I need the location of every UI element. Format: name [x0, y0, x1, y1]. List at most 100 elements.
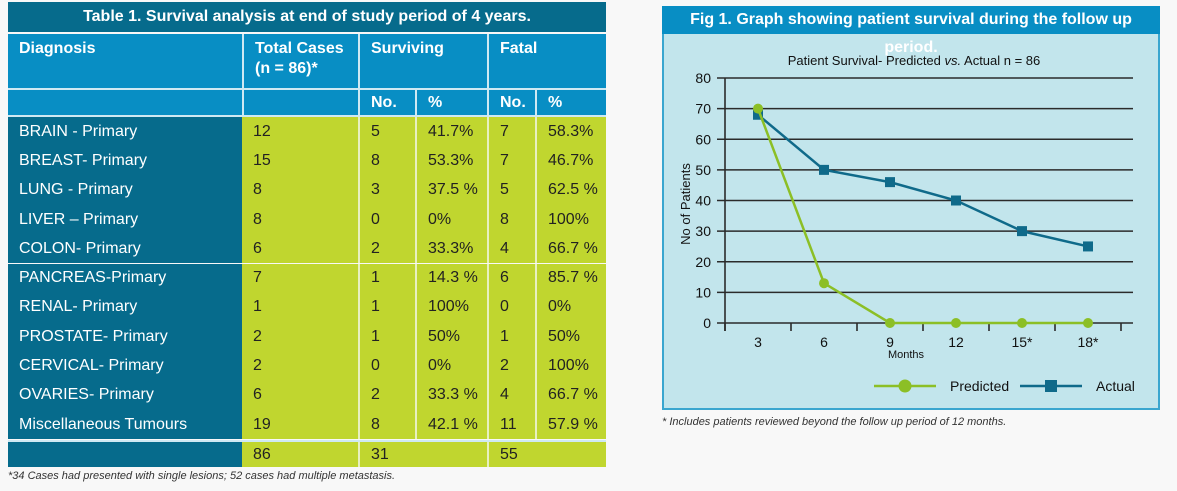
cell-diagnosis: COLON- Primary — [8, 234, 242, 264]
divider — [8, 88, 606, 90]
cell-surviving-no: 1 — [358, 322, 415, 352]
legend-label-predicted: Predicted — [950, 378, 1009, 394]
y-tick-label: 10 — [695, 284, 711, 300]
chart-title-suffix: Actual n = 86 — [961, 53, 1040, 68]
table-row: LIVER – Primary 8 0 0% 8 100% — [8, 204, 606, 235]
cell-surviving-no: 2 — [358, 380, 415, 410]
cell-fatal-pct: 57.9 % — [535, 410, 606, 440]
y-tick-label: 60 — [695, 131, 711, 147]
cell-fatal-pct: 100% — [535, 204, 606, 235]
data-point-actual — [951, 195, 961, 206]
cell-fatal-pct: 66.7 % — [535, 380, 606, 410]
data-point-predicted — [753, 103, 763, 114]
data-point-predicted — [885, 318, 895, 328]
figure-title: Fig 1. Graph showing patient survival du… — [662, 6, 1160, 56]
y-tick-label: 80 — [695, 70, 711, 86]
chart-title: Patient Survival- Predicted vs. Actual n… — [788, 53, 1041, 68]
cell-surviving-pct: 41.7% — [415, 117, 487, 147]
data-point-predicted — [1017, 318, 1027, 328]
cell-surviving-pct: 50% — [415, 322, 487, 352]
cell-surviving-no: 8 — [358, 410, 415, 440]
cell-surviving-pct: 42.1 % — [415, 410, 487, 440]
table-row: RENAL- Primary 1 1 100% 0 0% — [8, 292, 606, 323]
x-tick-label: 3 — [754, 334, 762, 350]
y-tick-label: 30 — [695, 223, 711, 239]
cell-surviving-pct: 53.3% — [415, 146, 487, 176]
table-totals-row: 86 31 55 — [8, 442, 606, 467]
cell-diagnosis: PANCREAS-Primary — [8, 263, 242, 293]
cell-total-cases: 2 — [242, 322, 358, 352]
cell-total-cases: 6 — [242, 380, 358, 410]
cell-fatal-pct: 0% — [535, 292, 606, 323]
cell-surviving-no: 0 — [358, 351, 415, 381]
table-row: CERVICAL- Primary 2 0 0% 2 100% — [8, 351, 606, 381]
cell-diagnosis: BRAIN - Primary — [8, 117, 242, 147]
legend-marker-actual — [1045, 380, 1057, 392]
data-point-actual — [819, 164, 829, 175]
data-point-actual — [1017, 226, 1027, 237]
x-tick-label: 12 — [948, 334, 964, 350]
subheader-empty — [8, 90, 242, 115]
header-surviving: Surviving — [358, 34, 487, 88]
subheader-fatal-no: No. — [487, 90, 535, 115]
table-row: LUNG - Primary 8 3 37.5 % 5 62.5 % — [8, 175, 606, 205]
cell-surviving-pct: 0% — [415, 351, 487, 381]
data-point-predicted — [951, 318, 961, 328]
legend-marker-predicted — [898, 379, 912, 393]
cell-total-cases: 12 — [242, 117, 358, 147]
totals-surviving: 31 — [358, 442, 487, 467]
cell-surviving-no: 3 — [358, 175, 415, 205]
legend-label-actual: Actual — [1096, 378, 1135, 394]
divider — [8, 115, 606, 117]
chart-title-italic: vs. — [945, 53, 962, 68]
x-axis-label: Months — [888, 349, 925, 361]
cell-surviving-no: 0 — [358, 204, 415, 235]
header-total-cases: Total Cases (n = 86)* — [242, 34, 358, 88]
x-tick-label: 9 — [886, 334, 894, 350]
y-tick-label: 0 — [703, 315, 711, 331]
series-line-actual — [757, 113, 1089, 248]
subheader-surviving-no: No. — [358, 90, 415, 115]
cell-fatal-no: 7 — [487, 146, 535, 176]
cell-fatal-pct: 100% — [535, 351, 606, 381]
cell-diagnosis: OVARIES- Primary — [8, 380, 242, 410]
cell-surviving-pct: 14.3 % — [415, 263, 487, 293]
y-axis-label: No of Patients — [678, 163, 693, 245]
survival-chart: Patient Survival- Predicted vs. Actual n… — [678, 53, 1135, 394]
cell-total-cases: 8 — [242, 175, 358, 205]
table-row: PANCREAS-Primary 7 1 14.3 % 6 85.7 % — [8, 263, 606, 293]
y-tick-label: 50 — [695, 162, 711, 178]
cell-total-cases: 19 — [242, 410, 358, 440]
divider — [8, 440, 606, 442]
header-diagnosis: Diagnosis — [8, 34, 242, 88]
data-point-actual — [885, 177, 895, 188]
cell-fatal-no: 6 — [487, 263, 535, 293]
x-tick-label: 6 — [820, 334, 828, 350]
chart-title-prefix: Patient Survival- Predicted — [788, 53, 945, 68]
table-subheader-row: No. % No. % — [8, 90, 606, 115]
cell-surviving-pct: 100% — [415, 292, 487, 323]
cell-surviving-pct: 37.5 % — [415, 175, 487, 205]
figure-footnote: * Includes patients reviewed beyond the … — [662, 416, 1007, 428]
y-tick-label: 20 — [695, 254, 711, 270]
table-row: BREAST- Primary 15 8 53.3% 7 46.7% — [8, 146, 606, 176]
cell-fatal-no: 8 — [487, 204, 535, 235]
cell-total-cases: 1 — [242, 292, 358, 323]
figure-panel: Fig 1. Graph showing patient survival du… — [662, 6, 1160, 410]
cell-diagnosis: Miscellaneous Tumours — [8, 410, 242, 440]
subheader-fatal-pct: % — [535, 90, 606, 115]
data-point-actual — [1083, 241, 1093, 252]
cell-fatal-pct: 85.7 % — [535, 263, 606, 293]
data-point-predicted — [1083, 318, 1093, 328]
cell-fatal-pct: 62.5 % — [535, 175, 606, 205]
cell-surviving-no: 2 — [358, 234, 415, 264]
cell-diagnosis: RENAL- Primary — [8, 292, 242, 323]
data-point-predicted — [819, 278, 829, 289]
y-tick-label: 40 — [695, 193, 711, 209]
x-tick-label: 18* — [1077, 334, 1099, 350]
cell-surviving-no: 8 — [358, 146, 415, 176]
totals-label-empty — [8, 442, 242, 467]
table-row: BRAIN - Primary 12 5 41.7% 7 58.3% — [8, 117, 606, 147]
data-point-actual — [753, 109, 763, 120]
header-total-line1: Total Cases — [255, 40, 344, 57]
